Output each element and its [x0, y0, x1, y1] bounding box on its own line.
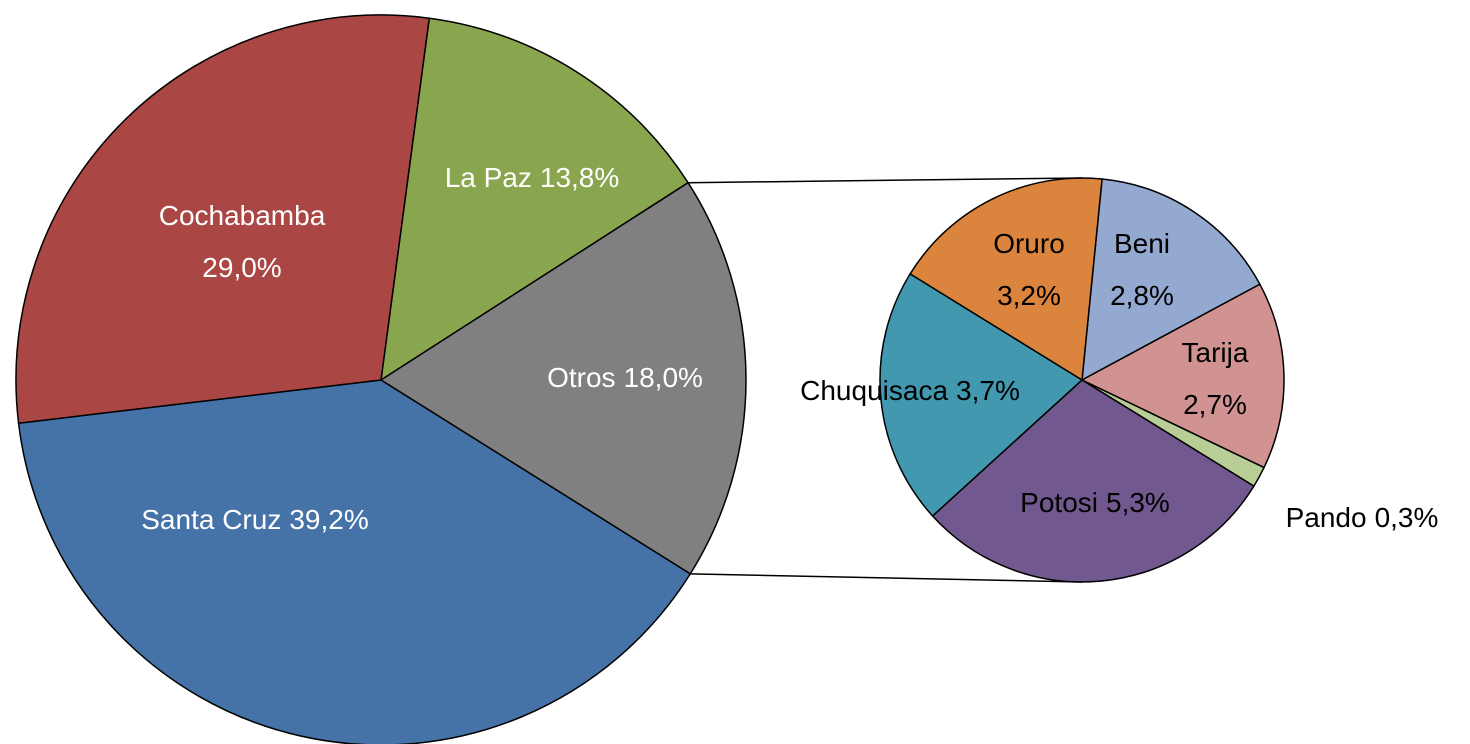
- pie-slice: [15, 14, 431, 425]
- slice-label: Cochabamba 29,0%: [159, 200, 326, 283]
- slice-name: Potosi: [1020, 487, 1098, 518]
- pie-slice: [931, 379, 1255, 583]
- slice-value: 18,0%: [624, 362, 703, 393]
- slice-name: Cochabamba: [159, 200, 326, 231]
- slice-label: Potosi 5,3%: [1020, 487, 1170, 518]
- slice-value: 3,2%: [997, 280, 1061, 311]
- slice-value: 2,8%: [1110, 280, 1174, 311]
- pie-slice: [17, 379, 692, 744]
- slice-label: Otros 18,0%: [547, 362, 703, 393]
- slice-name: Pando: [1286, 502, 1367, 533]
- pie-slice: [379, 181, 747, 575]
- slice-name: Oruro: [993, 228, 1065, 259]
- slice-label: Tarija 2,7%: [1182, 337, 1249, 420]
- slice-value: 5,3%: [1106, 487, 1170, 518]
- pie-slice: [1081, 178, 1261, 382]
- slice-value: 2,7%: [1183, 389, 1247, 420]
- slice-label: La Paz 13,8%: [445, 162, 620, 193]
- slice-label: Beni 2,8%: [1110, 228, 1174, 311]
- slice-name: Beni: [1114, 228, 1170, 259]
- slice-name: Chuquisaca: [800, 375, 948, 406]
- slice-label: Oruro 3,2%: [993, 228, 1065, 311]
- connector-line: [690, 573, 1083, 583]
- slice-name: Otros: [547, 362, 615, 393]
- connector-line: [688, 177, 1083, 184]
- slice-label: Pando 0,3%: [1286, 502, 1439, 533]
- slice-name: Santa Cruz: [141, 504, 281, 535]
- slice-value: 13,8%: [540, 162, 619, 193]
- slice-value: 39,2%: [289, 504, 368, 535]
- slice-value: 29,0%: [202, 252, 281, 283]
- pie-slice: [879, 272, 1084, 518]
- slice-value: 3,7%: [956, 375, 1020, 406]
- pie-slice: [1080, 283, 1285, 469]
- slice-name: Tarija: [1182, 337, 1249, 368]
- slice-label: Chuquisaca 3,7%: [800, 375, 1020, 406]
- slice-name: La Paz: [445, 162, 532, 193]
- pie-slice: [380, 17, 690, 382]
- slice-value: 0,3%: [1375, 502, 1439, 533]
- slice-label: Santa Cruz 39,2%: [141, 504, 368, 535]
